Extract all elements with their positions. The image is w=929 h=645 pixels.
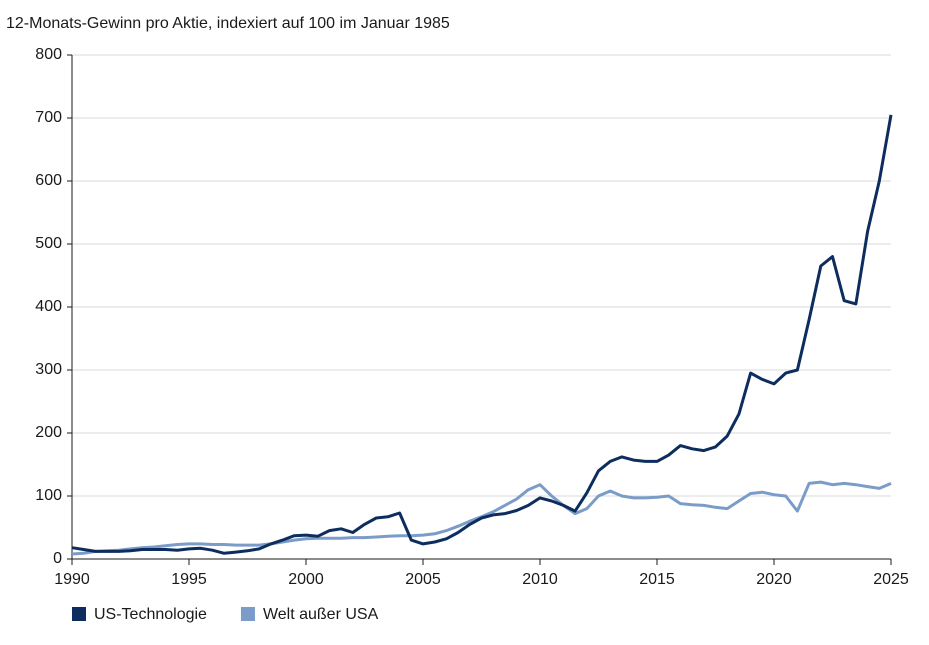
y-tick-label: 100 <box>35 487 62 504</box>
x-tick-label: 2015 <box>639 571 675 588</box>
y-tick-label: 200 <box>35 424 62 441</box>
x-tick-label: 2000 <box>288 571 324 588</box>
x-tick-label: 2010 <box>522 571 558 588</box>
y-tick-label: 500 <box>35 235 62 252</box>
y-tick-label: 0 <box>53 550 62 567</box>
x-tick-label: 1995 <box>171 571 207 588</box>
y-tick-label: 700 <box>35 109 62 126</box>
legend-swatch <box>240 607 255 621</box>
x-tick-label: 2005 <box>405 571 441 588</box>
x-tick-label: 2025 <box>873 571 909 588</box>
chart-title: 12-Monats-Gewinn pro Aktie, indexiert au… <box>6 15 450 32</box>
y-tick-label: 800 <box>35 46 62 63</box>
y-tick-label: 400 <box>35 298 62 315</box>
series-line <box>71 114 893 555</box>
x-tick-label: 2020 <box>756 571 792 588</box>
x-tick-label: 1990 <box>54 571 90 588</box>
legend-label: US-Technologie <box>94 606 207 623</box>
legend-swatch <box>72 607 86 621</box>
y-tick-label: 300 <box>35 361 62 378</box>
y-tick-label: 600 <box>35 172 62 189</box>
legend-label: Welt außer USA <box>263 606 379 623</box>
